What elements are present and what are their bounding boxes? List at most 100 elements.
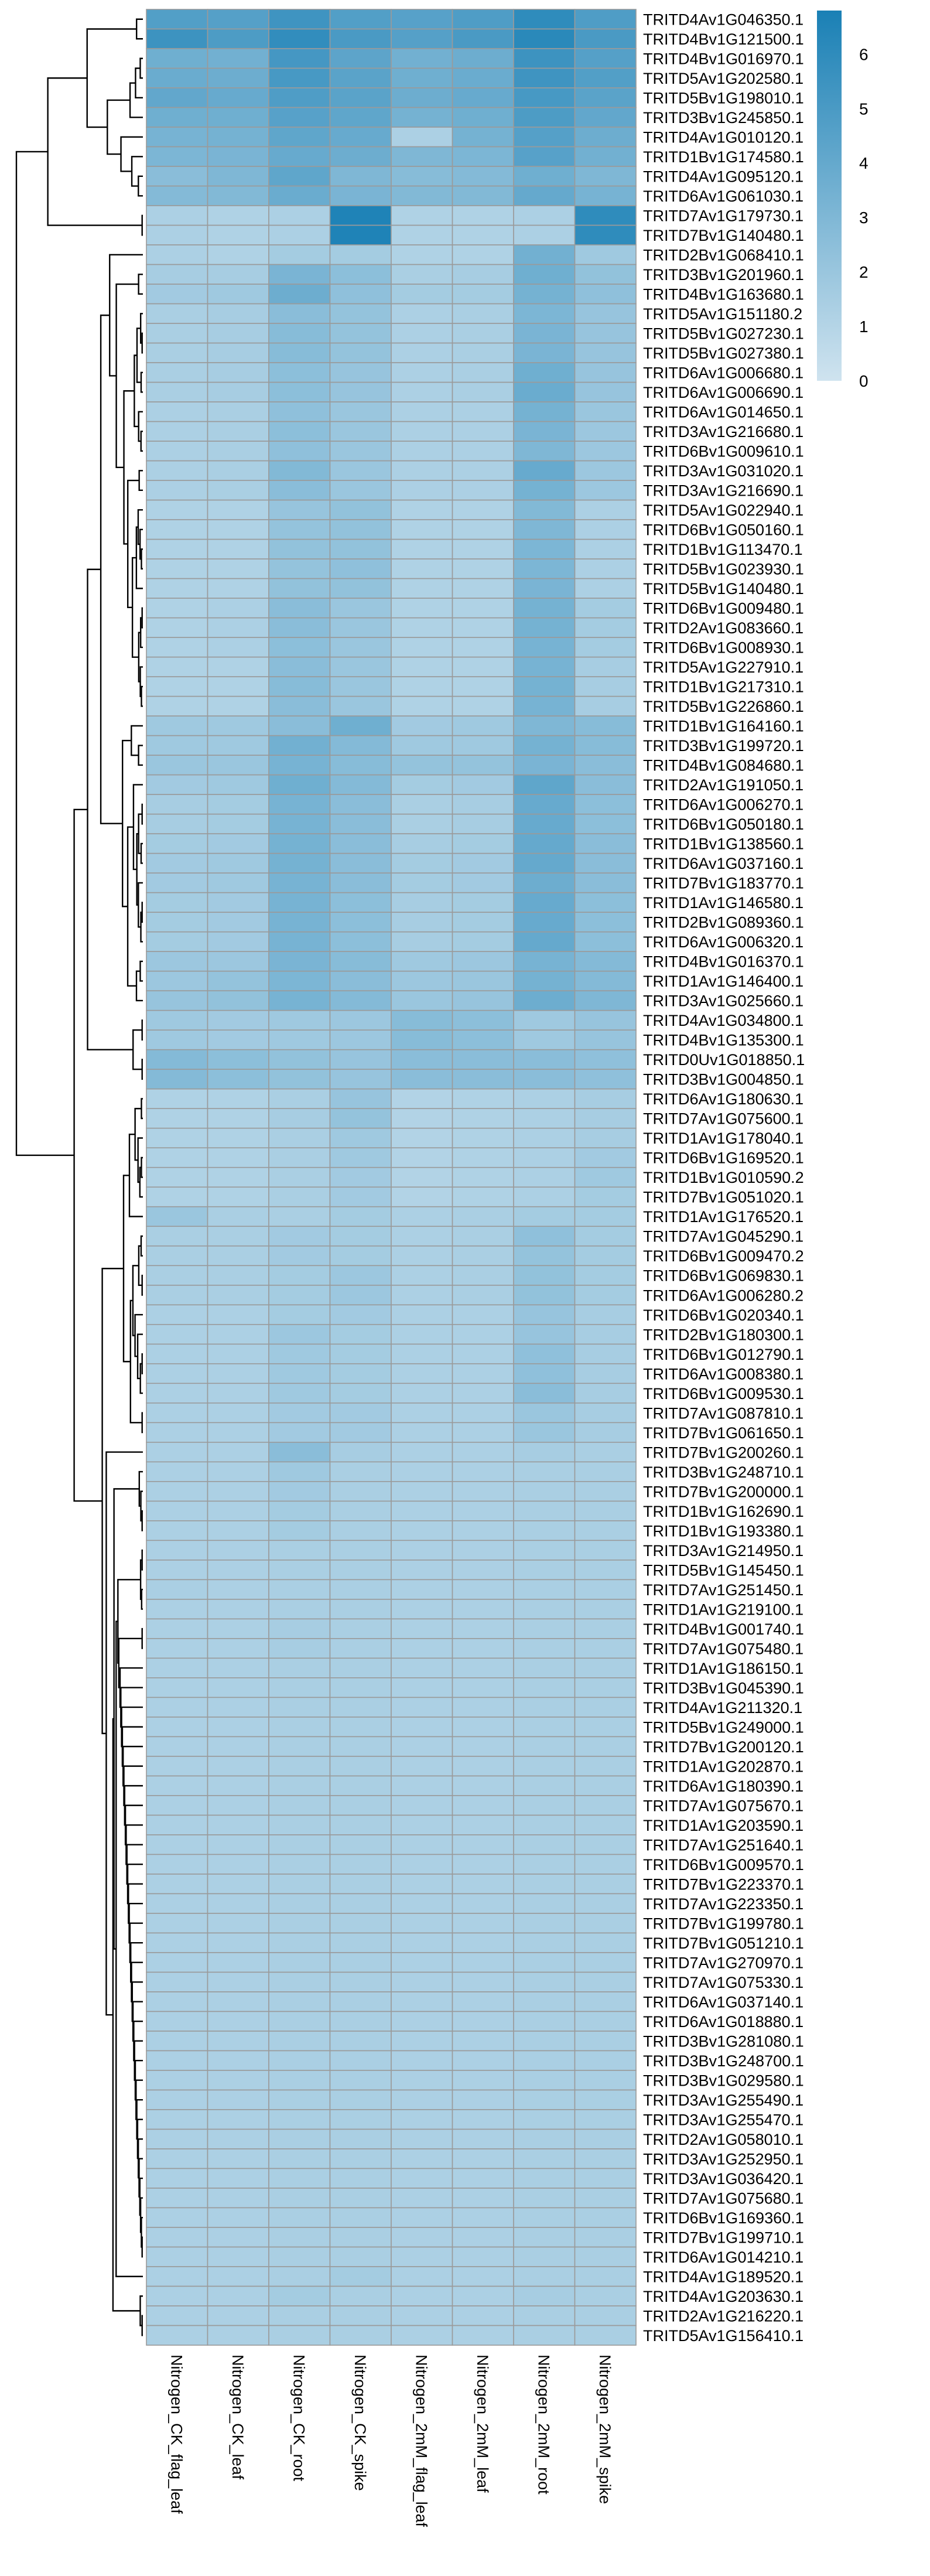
row-label: TRITD3Av1G036420.1 <box>643 2170 804 2188</box>
heatmap-cell <box>207 460 269 481</box>
heatmap-cell <box>513 2050 576 2071</box>
heatmap-cell <box>574 774 637 795</box>
heatmap-cell <box>268 1913 331 1934</box>
row-label: TRITD6Av1G014210.1 <box>643 2249 804 2266</box>
heatmap-cell <box>329 480 392 501</box>
heatmap-cell <box>146 1717 208 1738</box>
heatmap-cell <box>268 499 331 520</box>
heatmap-cell <box>574 1932 637 1953</box>
heatmap-cell <box>574 1952 637 1973</box>
heatmap-cell <box>268 1540 331 1561</box>
heatmap-cell <box>391 2325 453 2346</box>
heatmap-cell <box>391 1579 453 1600</box>
heatmap-cell <box>268 1971 331 1992</box>
heatmap-cell <box>391 2168 453 2189</box>
heatmap-cell <box>207 931 269 952</box>
heatmap-cell <box>574 1795 637 1816</box>
heatmap-cell <box>513 1029 576 1050</box>
heatmap-cell <box>146 2227 208 2248</box>
heatmap-cell <box>452 28 514 49</box>
heatmap-cell <box>268 284 331 305</box>
dendrogram-branch <box>122 1175 131 1363</box>
heatmap-cell <box>329 1284 392 1306</box>
row-label: TRITD2Av1G216220.1 <box>643 2307 804 2325</box>
heatmap-cell <box>207 1323 269 1345</box>
heatmap-cell <box>146 2031 208 2052</box>
dendrogram-branch <box>115 1620 143 2277</box>
heatmap-cell <box>513 1481 576 1502</box>
heatmap-cell <box>268 1088 331 1110</box>
heatmap-cell <box>207 1952 269 1973</box>
heatmap-cell <box>268 1304 331 1325</box>
heatmap-cell <box>391 2227 453 2248</box>
heatmap-cell <box>268 1756 331 1777</box>
heatmap-cell <box>268 28 331 49</box>
heatmap-cell <box>207 1363 269 1384</box>
heatmap-cell <box>513 303 576 324</box>
heatmap-cell <box>207 2031 269 2052</box>
row-label: TRITD7Bv1G200260.1 <box>643 1444 804 1461</box>
heatmap-cell <box>574 2188 637 2209</box>
heatmap-cell <box>146 755 208 776</box>
heatmap-cell <box>329 28 392 49</box>
heatmap-cell <box>329 1520 392 1541</box>
heatmap-cell <box>391 1677 453 1698</box>
heatmap-cell <box>391 1991 453 2012</box>
row-label: TRITD7Av1G045290.1 <box>643 1228 804 1246</box>
heatmap-cell <box>391 2266 453 2287</box>
heatmap-cell <box>452 107 514 128</box>
heatmap-cell <box>207 656 269 677</box>
row-label: TRITD2Bv1G180300.1 <box>643 1326 804 1343</box>
dendrogram-branch <box>141 803 143 825</box>
heatmap-cell <box>329 1422 392 1443</box>
heatmap-cell <box>329 1893 392 1914</box>
heatmap-cell <box>207 1383 269 1404</box>
heatmap-cell <box>513 87 576 108</box>
heatmap-cell <box>268 1147 331 1168</box>
heatmap-cell <box>207 166 269 187</box>
dendrogram-branch <box>139 1166 143 1198</box>
row-label: TRITD4Bv1G001740.1 <box>643 1620 804 1638</box>
heatmap-cell <box>329 990 392 1011</box>
heatmap-cell <box>268 1717 331 1738</box>
row-label: TRITD7Bv1G200120.1 <box>643 1738 804 1756</box>
dendrogram-branch <box>141 1549 143 1571</box>
heatmap-cell <box>146 460 208 481</box>
heatmap-cell <box>452 2011 514 2032</box>
heatmap-cell <box>146 774 208 795</box>
row-label: TRITD6Bv1G050180.1 <box>643 816 804 833</box>
heatmap-cell <box>329 2227 392 2248</box>
row-label: TRITD7Bv1G051020.1 <box>643 1189 804 1206</box>
heatmap-cell <box>574 2305 637 2326</box>
heatmap-cell <box>207 1481 269 1502</box>
heatmap-cell <box>207 794 269 815</box>
heatmap-cell <box>268 1127 331 1149</box>
heatmap-cell <box>329 2031 392 2052</box>
heatmap-cell <box>146 794 208 815</box>
heatmap-cell <box>452 676 514 697</box>
heatmap-cell <box>268 1618 331 1639</box>
heatmap-cell <box>268 127 331 148</box>
heatmap-cell <box>268 1834 331 1855</box>
row-label: TRITD4Bv1G163680.1 <box>643 286 804 303</box>
dendrogram-branch <box>135 526 143 589</box>
heatmap-cell <box>452 1147 514 1168</box>
heatmap-cell <box>513 1795 576 1816</box>
heatmap-cell <box>513 185 576 206</box>
heatmap-cell <box>513 1971 576 1992</box>
row-label: TRITD3Av1G255470.1 <box>643 2111 804 2128</box>
heatmap-cell <box>268 2109 331 2130</box>
heatmap-cell <box>268 1560 331 1581</box>
heatmap-cell <box>452 1226 514 1247</box>
heatmap-cell <box>452 1638 514 1659</box>
heatmap-cell <box>452 1814 514 1835</box>
row-label: TRITD6Bv1G009480.1 <box>643 600 804 617</box>
heatmap-cell <box>391 1599 453 1620</box>
legend-tick-label: 5 <box>859 100 869 118</box>
heatmap-cell <box>513 578 576 599</box>
heatmap-cell <box>452 2188 514 2209</box>
heatmap-cell <box>146 1520 208 1541</box>
heatmap-cell <box>268 87 331 108</box>
dendrogram-branch <box>139 57 143 79</box>
row-label: TRITD3Bv1G045390.1 <box>643 1679 804 1697</box>
